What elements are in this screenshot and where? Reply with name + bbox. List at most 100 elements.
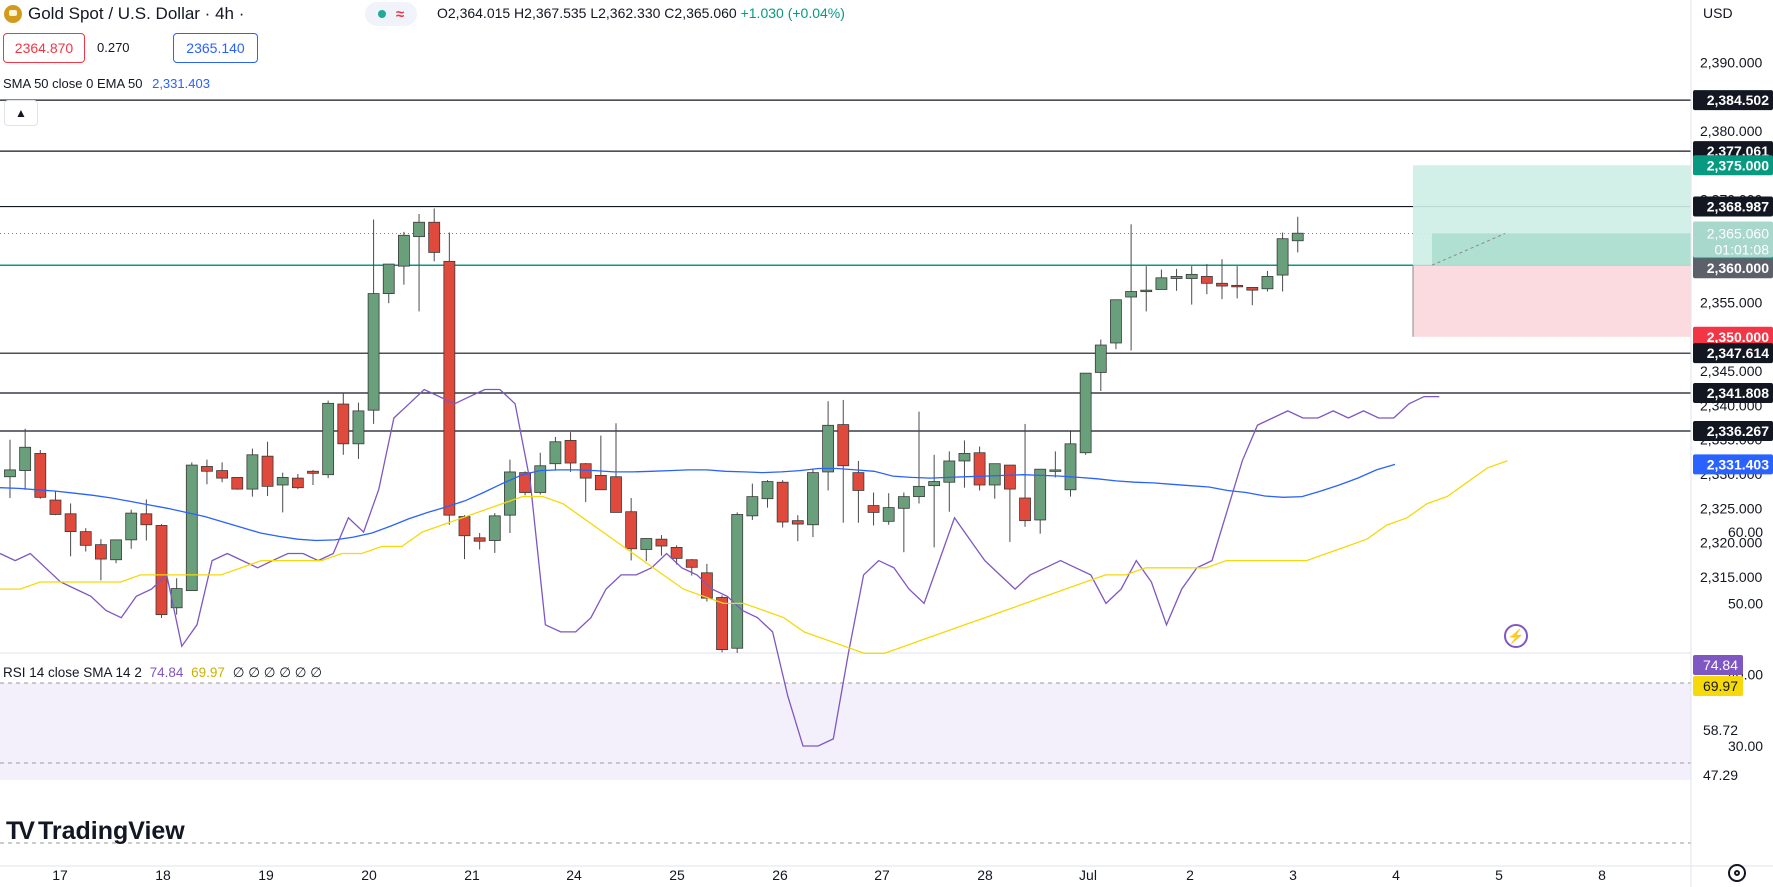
candle-body-down bbox=[473, 537, 486, 542]
candle bbox=[504, 459, 516, 533]
candle-body-up bbox=[640, 538, 653, 550]
symbol-header[interactable]: Gold Spot / U.S. Dollar · 4h · bbox=[0, 0, 244, 28]
settings-gear-icon[interactable] bbox=[1728, 864, 1746, 882]
candle bbox=[1034, 468, 1047, 534]
candle-body-up bbox=[322, 402, 335, 476]
candle bbox=[34, 449, 47, 499]
candle-body-down bbox=[716, 597, 728, 651]
candle bbox=[367, 219, 380, 424]
countdown-text: 01:01:08 bbox=[1715, 241, 1770, 257]
candle bbox=[216, 462, 229, 483]
candle-body-up bbox=[1034, 468, 1047, 521]
rsi-legend-value: 74.84 bbox=[149, 665, 184, 680]
price-label-2384-bg bbox=[1693, 90, 1773, 111]
candle-body-down bbox=[610, 476, 622, 513]
candle bbox=[822, 401, 834, 491]
stop-loss-label-text: 2,350.000 bbox=[1707, 329, 1769, 345]
candle bbox=[564, 432, 577, 472]
time-tick-label: 25 bbox=[669, 867, 685, 883]
take-profit-label-bg bbox=[1693, 155, 1773, 176]
price-label-2360-bg bbox=[1693, 258, 1773, 279]
market-open-dot-icon bbox=[377, 10, 386, 18]
candle bbox=[852, 460, 865, 523]
price-tick-label: 2,320.000 bbox=[1700, 535, 1762, 551]
rsi-tick-label: 60.00 bbox=[1728, 524, 1763, 540]
candle bbox=[913, 411, 925, 504]
currency-selector[interactable]: USD bbox=[1703, 5, 1733, 21]
rsi-level-47-label: 47.29 bbox=[1693, 765, 1743, 785]
candle bbox=[155, 524, 168, 619]
rsi-current-label: 74.84 bbox=[1693, 655, 1743, 675]
candle-body-up bbox=[807, 472, 819, 526]
candle-body-up bbox=[1276, 238, 1289, 276]
candle bbox=[958, 440, 971, 488]
candle-body-down bbox=[231, 477, 244, 490]
candle bbox=[579, 463, 592, 503]
buy-price: 2365.140 bbox=[186, 40, 245, 56]
candle-body-down bbox=[625, 511, 638, 550]
symbol-title[interactable]: Gold Spot / U.S. Dollar · 4h · bbox=[28, 4, 245, 23]
candle bbox=[1094, 339, 1107, 391]
candle-body-down bbox=[564, 439, 577, 464]
rsi-sma-label-bg bbox=[1693, 676, 1743, 696]
rsi-legend[interactable]: RSI 14 close SMA 14 2 74.84 69.97 ∅ ∅ ∅ … bbox=[3, 665, 322, 681]
candle-body-up bbox=[534, 465, 547, 493]
sell-price: 2364.870 bbox=[14, 40, 74, 56]
candle-body-up bbox=[1110, 299, 1122, 344]
candle-body-up bbox=[246, 454, 259, 490]
rsi-current-label-bg bbox=[1693, 655, 1743, 675]
candle bbox=[443, 232, 456, 525]
candle-body-down bbox=[1231, 284, 1244, 288]
candle-body-up bbox=[882, 507, 895, 522]
candle-body-up bbox=[731, 514, 744, 649]
time-tick-label: 2 bbox=[1186, 867, 1194, 883]
price-label-2360-text: 2,360.000 bbox=[1707, 260, 1769, 276]
candle bbox=[201, 459, 213, 485]
collapse-legend-button[interactable]: ▲ bbox=[4, 100, 38, 126]
rsi-level-58-label-text: 58.72 bbox=[1703, 722, 1738, 738]
candle bbox=[1200, 264, 1213, 295]
price-label-2368-text: 2,368.987 bbox=[1707, 199, 1769, 215]
candle-body-down bbox=[973, 452, 986, 486]
candle-body-down bbox=[79, 531, 92, 546]
tradingview-logo[interactable]: TV TradingView bbox=[6, 817, 185, 846]
candle bbox=[807, 468, 819, 538]
candle-body-up bbox=[928, 481, 941, 487]
time-tick-label: 27 bbox=[874, 867, 890, 883]
candle-body-up bbox=[1261, 276, 1274, 290]
candle bbox=[1004, 464, 1016, 542]
price-tick-label: 2,345.000 bbox=[1700, 363, 1762, 379]
candle-body-up bbox=[1155, 277, 1168, 290]
candle-body-up bbox=[822, 424, 834, 473]
flash-alert-icon[interactable]: ⚡ bbox=[1504, 624, 1528, 648]
candle-body-up bbox=[1170, 276, 1183, 279]
market-status-pill[interactable]: ≈ bbox=[365, 2, 417, 26]
data-wave-icon: ≈ bbox=[395, 5, 405, 23]
price-change: +1.030 (+0.04%) bbox=[740, 5, 845, 21]
candle-body-up bbox=[943, 460, 956, 483]
candle-body-up bbox=[1291, 232, 1304, 242]
price-tick-label: 2,390.000 bbox=[1700, 54, 1762, 70]
time-tick-label: 26 bbox=[772, 867, 788, 883]
price-tick-label: 2,315.000 bbox=[1700, 569, 1762, 585]
gold-symbol-icon bbox=[4, 5, 22, 23]
candle bbox=[246, 448, 259, 497]
buy-button[interactable]: 2365.140 bbox=[173, 33, 258, 63]
rsi-level-58-label-bg bbox=[1693, 720, 1743, 740]
current-price-bg bbox=[1693, 221, 1773, 258]
sma-legend[interactable]: SMA 50 close 0 EMA 50 2,331.403 bbox=[3, 76, 210, 91]
spread-value: 0.270 bbox=[97, 40, 130, 55]
candle bbox=[988, 463, 1001, 499]
rsi-level-47-label-bg bbox=[1693, 765, 1743, 785]
time-tick-label: 5 bbox=[1495, 867, 1503, 883]
sell-button[interactable]: 2364.870 bbox=[3, 33, 85, 63]
rsi-current-label-text: 74.84 bbox=[1703, 657, 1738, 673]
candle bbox=[1185, 266, 1198, 305]
candle bbox=[1291, 216, 1304, 253]
candle-body-down bbox=[49, 499, 62, 515]
candle bbox=[1170, 268, 1183, 291]
candle-body-up bbox=[988, 463, 1001, 486]
candle bbox=[837, 399, 850, 523]
